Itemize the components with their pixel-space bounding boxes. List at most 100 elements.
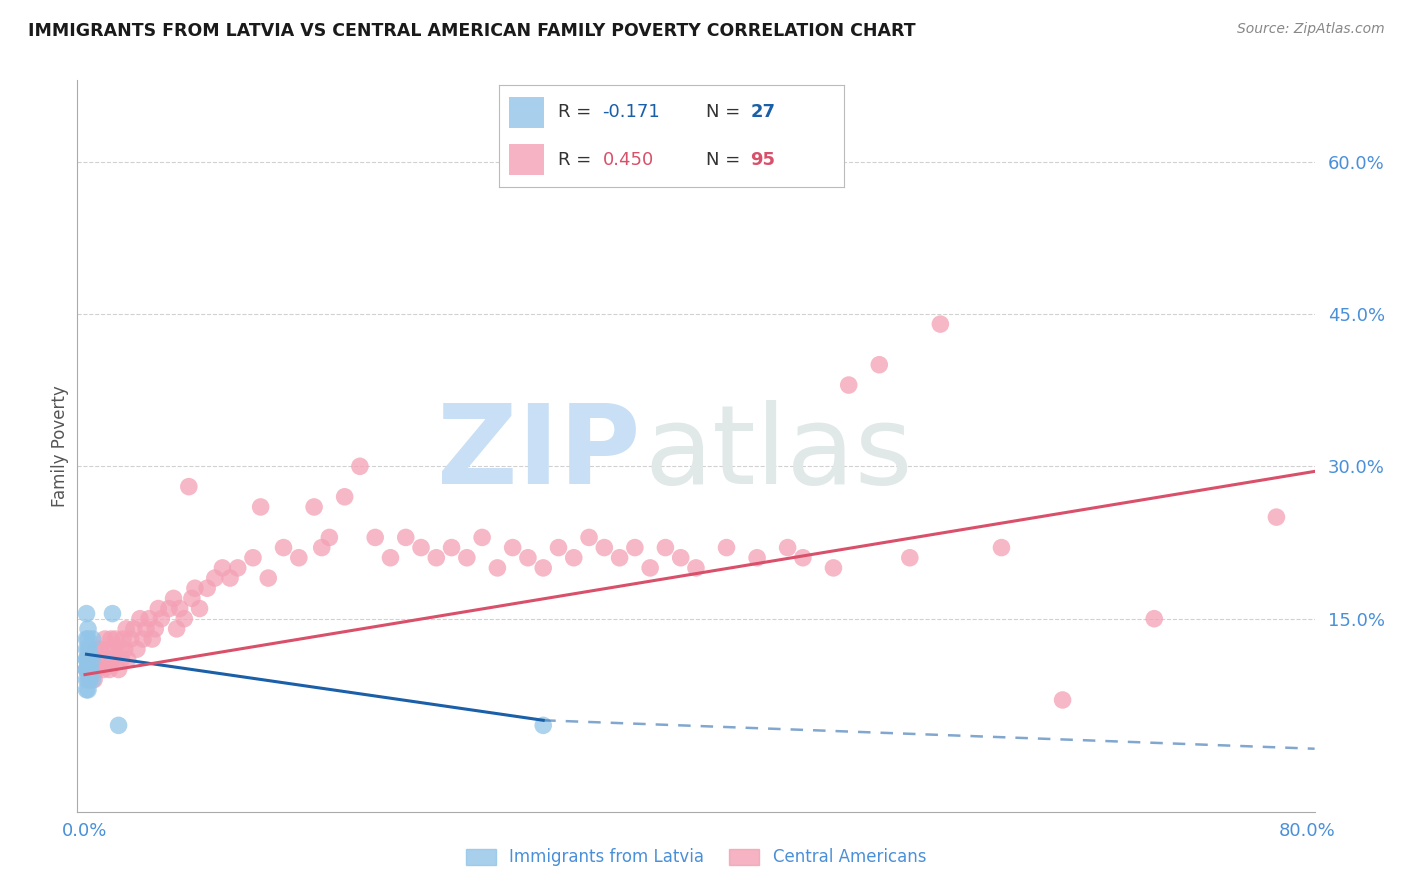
Point bbox=[177, 480, 200, 494]
Point bbox=[792, 550, 814, 565]
Point bbox=[77, 663, 100, 677]
Point bbox=[112, 632, 135, 646]
Point bbox=[929, 317, 952, 331]
Point bbox=[82, 652, 104, 666]
Point bbox=[685, 561, 707, 575]
Point bbox=[96, 652, 118, 666]
Point bbox=[745, 550, 768, 565]
Point bbox=[169, 601, 191, 615]
Point bbox=[76, 652, 98, 666]
Point bbox=[318, 530, 340, 544]
Text: N =: N = bbox=[706, 151, 745, 169]
Point bbox=[82, 632, 104, 646]
Point bbox=[117, 652, 139, 666]
Point bbox=[107, 718, 129, 732]
Point bbox=[79, 642, 101, 657]
Text: 0.450: 0.450 bbox=[603, 151, 654, 169]
Point bbox=[76, 642, 98, 657]
Point bbox=[364, 530, 387, 544]
Bar bbox=[509, 145, 544, 175]
Point bbox=[76, 673, 98, 687]
Point bbox=[1143, 612, 1166, 626]
Point bbox=[180, 591, 202, 606]
Point bbox=[101, 652, 124, 666]
Point bbox=[578, 530, 600, 544]
Bar bbox=[509, 97, 544, 128]
Point bbox=[77, 673, 100, 687]
Point bbox=[80, 663, 103, 677]
Point bbox=[79, 663, 101, 677]
Point bbox=[638, 561, 661, 575]
Text: atlas: atlas bbox=[644, 400, 912, 507]
Point bbox=[129, 612, 152, 626]
Point bbox=[83, 673, 105, 687]
Text: 95: 95 bbox=[751, 151, 776, 169]
Text: N =: N = bbox=[706, 103, 745, 121]
Point bbox=[531, 718, 554, 732]
Point bbox=[425, 550, 447, 565]
Point bbox=[838, 378, 860, 392]
Point bbox=[593, 541, 616, 555]
Point bbox=[103, 642, 125, 657]
Point bbox=[669, 550, 692, 565]
Point bbox=[77, 622, 100, 636]
Point bbox=[77, 642, 100, 657]
Point bbox=[79, 652, 101, 666]
Point bbox=[273, 541, 295, 555]
Point bbox=[107, 663, 129, 677]
Point bbox=[531, 561, 554, 575]
Point bbox=[868, 358, 890, 372]
Text: R =: R = bbox=[558, 103, 596, 121]
Point bbox=[302, 500, 325, 514]
Point bbox=[380, 550, 402, 565]
Point bbox=[654, 541, 676, 555]
Point bbox=[211, 561, 233, 575]
Point bbox=[76, 663, 98, 677]
Point bbox=[132, 632, 155, 646]
Point bbox=[311, 541, 333, 555]
Point bbox=[257, 571, 280, 585]
Legend: Immigrants from Latvia, Central Americans: Immigrants from Latvia, Central American… bbox=[460, 841, 932, 873]
Point bbox=[471, 530, 494, 544]
Point bbox=[162, 591, 184, 606]
Point bbox=[349, 459, 371, 474]
Point bbox=[547, 541, 569, 555]
Point bbox=[456, 550, 478, 565]
Point bbox=[609, 550, 631, 565]
Point bbox=[94, 632, 117, 646]
Text: 27: 27 bbox=[751, 103, 776, 121]
Text: -0.171: -0.171 bbox=[603, 103, 661, 121]
Point bbox=[79, 673, 101, 687]
Point bbox=[135, 622, 157, 636]
Point bbox=[249, 500, 271, 514]
Point bbox=[776, 541, 799, 555]
Point bbox=[84, 642, 107, 657]
Point bbox=[98, 663, 121, 677]
Point bbox=[115, 622, 138, 636]
Point bbox=[77, 652, 100, 666]
Point bbox=[87, 652, 110, 666]
Point bbox=[141, 632, 163, 646]
Point bbox=[242, 550, 264, 565]
Point bbox=[76, 652, 98, 666]
Point bbox=[333, 490, 356, 504]
Point bbox=[204, 571, 226, 585]
Point bbox=[823, 561, 845, 575]
Point bbox=[219, 571, 242, 585]
Text: Source: ZipAtlas.com: Source: ZipAtlas.com bbox=[1237, 22, 1385, 37]
Point bbox=[97, 642, 120, 657]
Point bbox=[104, 632, 127, 646]
Point bbox=[76, 607, 98, 621]
Point bbox=[101, 607, 124, 621]
Point bbox=[77, 652, 100, 666]
Point bbox=[716, 541, 738, 555]
Point bbox=[108, 642, 131, 657]
Point bbox=[91, 663, 114, 677]
Point bbox=[150, 612, 173, 626]
Point bbox=[409, 541, 432, 555]
Point bbox=[76, 682, 98, 697]
Point bbox=[516, 550, 538, 565]
Point bbox=[77, 682, 100, 697]
Point bbox=[440, 541, 463, 555]
Point bbox=[898, 550, 921, 565]
